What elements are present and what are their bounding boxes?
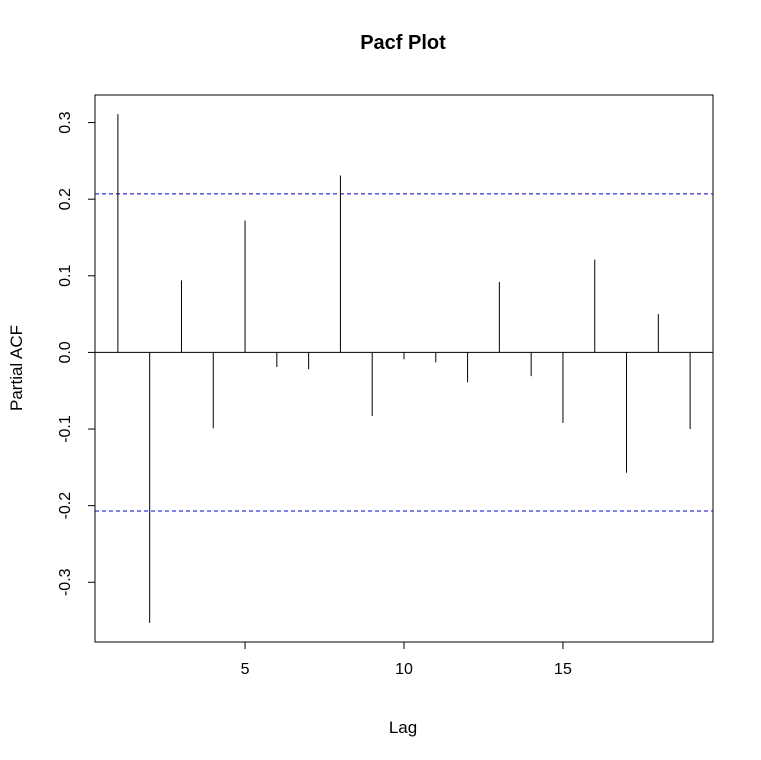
y-tick-label-0: -0.3 [57, 568, 74, 596]
x-tick-label-5: 5 [241, 661, 250, 678]
y-tick-label-6: 0.3 [57, 111, 74, 133]
chart-title: Pacf Plot [360, 32, 446, 54]
y-tick-label-4: 0.1 [57, 265, 74, 287]
y-tick-label-1: -0.2 [57, 492, 74, 520]
y-tick-label-2: -0.1 [57, 415, 74, 443]
plot-area: 5 10 15 -0.3 -0.2 -0.1 0.0 0.1 0.2 0.3 [57, 94, 714, 678]
y-axis-label: Partial ACF [7, 325, 26, 411]
x-axis-label: Lag [389, 718, 417, 737]
x-tick-label-15: 15 [554, 661, 572, 678]
y-tick-label-3: 0.0 [57, 341, 74, 363]
plot-frame [94, 94, 714, 643]
y-tick-label-5: 0.2 [57, 188, 74, 210]
x-tick-label-10: 10 [395, 661, 413, 678]
